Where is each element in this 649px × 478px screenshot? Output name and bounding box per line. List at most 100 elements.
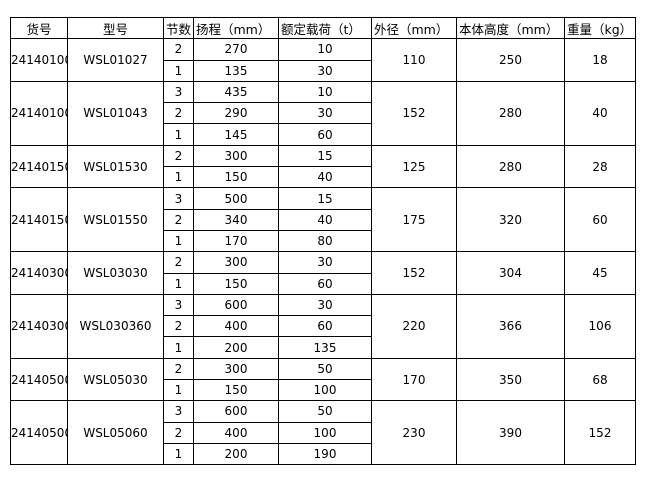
stages-cell: 2 [163,251,194,274]
rated-load-cell: 15 [278,187,372,210]
body-height-cell: 304 [456,251,565,295]
table-row: 241401002WSL0104334351015228040 [10,80,636,146]
sku-cell: 241403002 [10,293,68,359]
model-cell: WSL01027 [67,38,164,82]
outer-diameter-cell: 152 [371,80,457,146]
body-height-cell: 280 [456,144,565,189]
body-height-cell: 250 [456,38,565,82]
table-row: 241403002WSL030360360030220366106 [10,293,636,359]
rated-load-cell: 15 [278,144,372,168]
lift-cell: 135 [193,59,279,82]
header-model: 型号 [67,16,164,40]
stages-cell: 2 [163,421,194,444]
table-row: 241401501WSL0153023001512528028 [10,144,636,189]
lift-cell: 150 [193,272,279,295]
model-cell: WSL01043 [67,80,164,146]
weight-cell: 28 [564,144,636,189]
lift-cell: 150 [193,379,279,402]
lift-cell: 270 [193,38,279,61]
lift-cell: 600 [193,293,279,317]
lift-cell: 600 [193,400,279,423]
rated-load-cell: 60 [278,272,372,295]
rated-load-cell: 30 [278,251,372,274]
stages-cell: 3 [163,187,194,210]
body-height-cell: 350 [456,357,565,402]
sku-cell: 241403001 [10,251,68,295]
body-height-cell: 366 [456,293,565,359]
weight-cell: 106 [564,293,636,359]
table-row: 1 135 30 [11,59,636,82]
table-row: 241403001WSL0303023003015230445 [10,251,636,295]
stages-cell: 2 [163,357,194,381]
table-row: 2 340 40 [11,208,636,231]
rated-load-cell: 40 [278,166,372,189]
rated-load-cell: 60 [278,123,372,146]
stages-cell: 1 [163,379,194,402]
lift-cell: 300 [193,144,279,168]
outer-diameter-cell: 152 [371,251,457,295]
lift-cell: 400 [193,315,279,338]
table-row: 241405001WSL0503023005017035068 [10,357,636,402]
model-cell: WSL05030 [67,357,164,402]
weight-cell: 60 [564,187,636,253]
lift-cell: 145 [193,123,279,146]
outer-diameter-cell: 125 [371,144,457,189]
table-row: 241405002WSL05060360050230390152 [10,400,636,466]
header-sku: 货号 [10,16,68,40]
lift-cell: 400 [193,421,279,444]
weight-cell: 152 [564,400,636,466]
lift-cell: 300 [193,357,279,381]
header-outer-diameter: 外径（mm） [371,16,457,40]
lift-cell: 170 [193,229,279,253]
body-height-cell: 390 [456,400,565,466]
table-row: 1 150 100 [11,379,636,402]
table-row: 1 170 80 [11,229,636,253]
stages-cell: 1 [163,272,194,295]
outer-diameter-cell: 175 [371,187,457,253]
rated-load-cell: 10 [278,38,372,61]
table-row: 1 200 135 [11,336,636,359]
stages-cell: 3 [163,400,194,423]
stages-cell: 1 [163,123,194,146]
header-weight: 重量（kg） [564,16,636,40]
lift-cell: 340 [193,208,279,231]
table-row: 1 200 190 [11,442,636,466]
rated-load-cell: 190 [278,442,372,466]
rated-load-cell: 135 [278,336,372,359]
lift-cell: 150 [193,166,279,189]
body-height-cell: 320 [456,187,565,253]
rated-load-cell: 100 [278,379,372,402]
lift-cell: 300 [193,251,279,274]
lift-cell: 200 [193,336,279,359]
header-rated-load: 额定载荷（t） [278,16,372,40]
table-row: 2 400 100 [11,421,636,444]
model-cell: WSL05060 [67,400,164,466]
stages-cell: 2 [163,315,194,338]
stages-cell: 1 [163,442,194,466]
rated-load-cell: 50 [278,357,372,381]
lift-cell: 435 [193,80,279,104]
table-row: 1 150 60 [11,272,636,295]
body-height-cell: 280 [456,80,565,146]
stages-cell: 1 [163,59,194,82]
rated-load-cell: 30 [278,59,372,82]
table-row: 241401001WSL0102722701011025018 [10,38,636,82]
rated-load-cell: 60 [278,315,372,338]
rated-load-cell: 40 [278,208,372,231]
stages-cell: 2 [163,208,194,231]
header-row: 货号 型号 节数 扬程（mm） 额定载荷（t） 外径（mm） 本体高度（mm） 重量（kg） [10,16,636,40]
rated-load-cell: 30 [278,293,372,317]
outer-diameter-cell: 170 [371,357,457,402]
table-row: 2 400 60 [11,315,636,338]
rated-load-cell: 10 [278,80,372,104]
lift-cell: 290 [193,102,279,125]
model-cell: WSL030360 [67,293,164,359]
rated-load-cell: 100 [278,421,372,444]
stages-cell: 1 [163,229,194,253]
stages-cell: 3 [163,293,194,317]
stages-cell: 2 [163,144,194,168]
table-row: 241401502WSL0155035001517532060 [10,187,636,253]
outer-diameter-cell: 110 [371,38,457,82]
header-stages: 节数 [163,16,194,40]
model-cell: WSL03030 [67,251,164,295]
